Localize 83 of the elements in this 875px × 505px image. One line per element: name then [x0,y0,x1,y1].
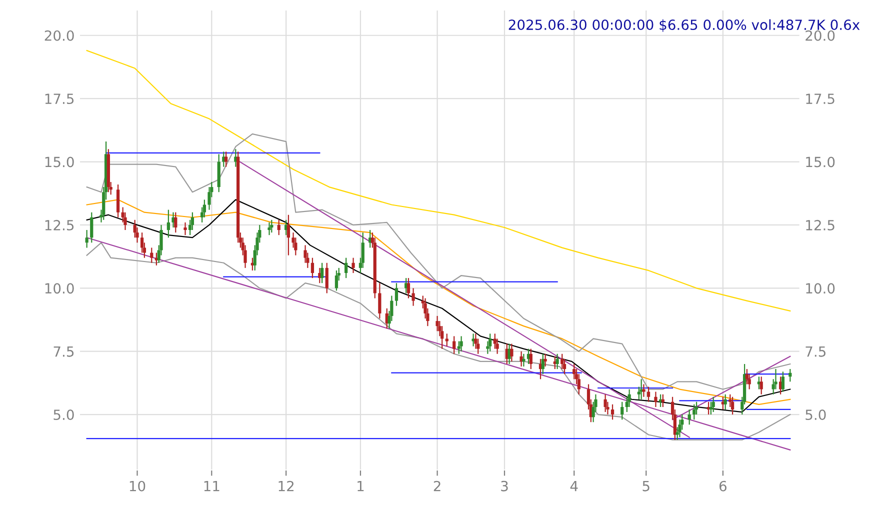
candlestick [224,151,228,168]
candlestick [124,212,127,231]
candlestick [277,219,280,236]
y-tick-label: 7.5 [54,346,74,357]
y-tick-label: 15.0 [45,156,74,168]
y2-tick-label: 12.5 [806,220,834,230]
y2-tick-label: 7.5 [806,346,826,357]
x-tick-label: 11 [204,481,220,492]
line-series [86,50,791,312]
candlestick [174,212,178,234]
candlestick [394,282,398,306]
candlestick [208,186,211,210]
candlestick [760,376,763,395]
candlestick [436,315,439,332]
candlestick [320,262,324,284]
candlestick [646,386,650,402]
candlestick [85,229,88,248]
candlestick [190,212,194,231]
x-tick-label: 6 [719,480,726,492]
candlestick [781,371,785,392]
candlestick [334,270,338,292]
candlestick [268,222,271,236]
candlestick [730,396,734,416]
candlestick [325,262,328,294]
x-tick-label: 12 [278,480,294,492]
candlestick [692,404,696,420]
y2-tick-label: 20.0 [806,30,835,41]
candlestick [460,336,463,352]
x-tick-label: 10 [130,480,146,492]
y-tick-label: 17.5 [45,94,74,104]
candlestick [412,288,415,306]
y2-tick-label: 5.0 [806,410,826,420]
candlestick [572,363,576,380]
candlestick [642,384,646,398]
y-tick-label: 20.0 [44,30,74,41]
candlestick [150,247,154,264]
candlestick [406,277,410,299]
y2-tick-label: 17.5 [806,94,834,104]
candlestick [661,394,664,408]
candlestick [724,394,727,410]
candlestick [510,343,514,362]
candlestick [310,257,314,279]
y-tick-label: 5.0 [54,410,74,420]
y2-tick-label: 10.0 [806,283,835,294]
candlestick [520,350,523,368]
candlestick [184,222,187,236]
x-tick-label: 5 [642,481,650,492]
candlestick [604,394,607,413]
candlestick [610,404,614,420]
candlestick [352,257,355,274]
candlestick [270,219,274,234]
candlestick [166,209,170,238]
candlestick [522,353,526,368]
x-tick-label: 1 [358,481,364,492]
x-tick-label: 2 [434,480,440,492]
candlestick [452,336,456,354]
x-tick-label: 3 [501,480,508,492]
candlestick [556,353,559,370]
candlestick [488,333,492,352]
candlestick [560,353,564,370]
candlestick [709,401,712,416]
candlestick [620,401,624,420]
candlestick [529,348,532,370]
candlestick [628,388,631,408]
candlestick [445,333,448,347]
y-tick-label: 10.0 [45,283,74,294]
candlestick [562,358,566,375]
candlestick [133,219,136,238]
candlestick [378,282,382,320]
text: 2025.06.30 00:00:00 $6.65 0.00% vol:487.7K 0.6x [508,19,860,32]
candlestick [90,212,94,244]
y-tick-label: 12.5 [45,220,74,230]
candlestick [688,408,691,426]
candlestick [712,396,715,413]
candlestick [286,214,290,256]
candlestick [344,257,348,279]
candlestick [654,391,658,408]
line-series [86,133,791,390]
y2-tick-label: 15.0 [806,156,835,168]
candlestick [116,184,120,218]
x-tick-label: 4 [570,481,578,492]
candlestick [544,353,547,368]
candlestick [694,401,698,416]
